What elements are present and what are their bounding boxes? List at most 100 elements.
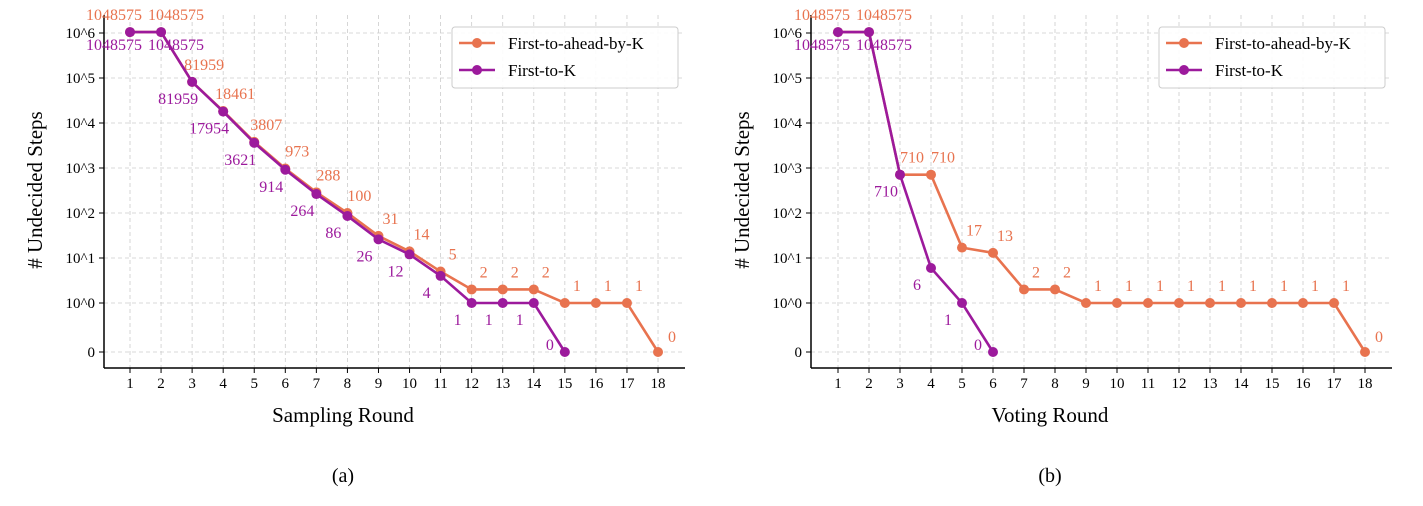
data-label: 81959 <box>158 91 198 108</box>
data-label: 13 <box>997 228 1013 245</box>
data-label: 6 <box>913 277 921 294</box>
y-tick-label: 10^1 <box>65 251 95 267</box>
x-tick-label: 8 <box>1051 376 1059 392</box>
y-tick-label: 0 <box>795 345 803 361</box>
x-axis-label: Voting Round <box>992 403 1109 427</box>
legend-label: First-to-ahead-by-K <box>508 34 645 53</box>
x-tick-label: 10 <box>402 376 417 392</box>
x-tick-label: 9 <box>375 376 383 392</box>
y-tick-label: 10^3 <box>772 161 802 177</box>
x-tick-label: 16 <box>1296 376 1312 392</box>
data-point <box>435 270 446 281</box>
data-label: 1 <box>1280 278 1288 295</box>
data-point <box>528 298 539 308</box>
data-point <box>1205 298 1215 308</box>
data-label: 1048575 <box>794 37 850 54</box>
x-tick-label: 9 <box>1082 376 1090 392</box>
data-label: 1048575 <box>856 7 912 24</box>
data-label: 3807 <box>250 117 282 134</box>
data-label: 0 <box>1375 329 1383 346</box>
x-tick-label: 3 <box>896 376 904 392</box>
x-tick-label: 11 <box>1141 376 1155 392</box>
legend-label: First-to-K <box>508 61 577 80</box>
x-tick-label: 1 <box>834 376 842 392</box>
x-tick-label: 12 <box>1172 376 1187 392</box>
data-label: 1048575 <box>148 7 204 24</box>
data-label: 4 <box>423 285 431 302</box>
data-point <box>957 242 967 253</box>
x-tick-label: 13 <box>495 376 510 392</box>
data-label: 264 <box>290 203 314 220</box>
data-point <box>1267 298 1277 308</box>
x-tick-label: 14 <box>526 376 542 392</box>
x-tick-label: 4 <box>219 376 227 392</box>
x-tick-label: 5 <box>958 376 966 392</box>
x-tick-label: 2 <box>865 376 873 392</box>
data-point <box>833 27 843 38</box>
data-point <box>957 298 967 308</box>
data-point <box>497 284 508 295</box>
x-tick-label: 7 <box>313 376 321 392</box>
data-label: 17 <box>966 223 982 240</box>
data-label: 1 <box>1218 278 1226 295</box>
y-tick-label: 10^0 <box>65 296 95 312</box>
data-label: 710 <box>874 184 898 201</box>
x-tick-label: 15 <box>1265 376 1280 392</box>
data-label: 1048575 <box>856 37 912 54</box>
data-label: 1 <box>944 312 952 329</box>
x-tick-label: 15 <box>557 376 572 392</box>
data-point <box>466 298 477 308</box>
data-point <box>1360 347 1370 357</box>
data-label: 1048575 <box>794 7 850 24</box>
data-point <box>1081 298 1091 308</box>
data-point <box>895 169 905 180</box>
data-label: 1048575 <box>86 7 142 24</box>
data-label: 288 <box>316 167 340 184</box>
data-point <box>466 284 477 295</box>
data-point <box>559 347 570 357</box>
data-point <box>125 27 135 38</box>
data-label: 710 <box>900 150 924 167</box>
legend-marker <box>1179 65 1189 75</box>
data-point <box>590 298 601 308</box>
x-tick-label: 8 <box>344 376 352 392</box>
data-label: 1 <box>604 278 612 295</box>
y-tick-label: 10^6 <box>65 26 95 42</box>
data-label: 14 <box>414 226 430 243</box>
y-tick-label: 10^4 <box>65 116 95 132</box>
data-point <box>1019 284 1029 295</box>
data-label: 1 <box>1187 278 1195 295</box>
data-label: 12 <box>388 263 404 280</box>
data-point <box>280 164 291 175</box>
x-tick-label: 17 <box>1327 376 1343 392</box>
data-point <box>988 247 998 258</box>
data-point <box>1329 298 1339 308</box>
data-label: 1 <box>1249 278 1257 295</box>
x-axis-label: Sampling Round <box>272 403 414 427</box>
legend-marker <box>1179 38 1189 48</box>
y-tick-label: 0 <box>88 345 96 361</box>
legend-marker <box>472 65 482 75</box>
x-tick-label: 16 <box>588 376 604 392</box>
data-point <box>1236 298 1246 308</box>
legend-label: First-to-K <box>1215 61 1284 80</box>
data-point <box>528 284 539 295</box>
data-label: 18461 <box>215 86 255 103</box>
data-label: 1 <box>573 278 581 295</box>
data-label: 81959 <box>184 57 224 74</box>
data-label: 710 <box>931 150 955 167</box>
y-tick-label: 10^0 <box>772 296 802 312</box>
data-point <box>1174 298 1184 308</box>
y-tick-label: 10^2 <box>772 206 802 222</box>
legend <box>451 26 679 89</box>
panel-label: (a) <box>332 465 354 487</box>
x-tick-label: 7 <box>1020 376 1028 392</box>
panel-label: (b) <box>1038 465 1061 487</box>
legend-label: First-to-ahead-by-K <box>1215 34 1352 53</box>
data-label: 100 <box>347 188 371 205</box>
x-tick-label: 17 <box>619 376 635 392</box>
data-label: 1 <box>1094 278 1102 295</box>
data-point <box>342 210 353 221</box>
x-tick-label: 13 <box>1203 376 1218 392</box>
